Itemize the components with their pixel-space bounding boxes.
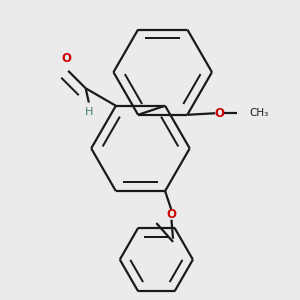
Text: H: H: [85, 107, 93, 117]
Text: O: O: [214, 107, 224, 120]
Text: O: O: [61, 52, 72, 65]
Text: CH₃: CH₃: [249, 108, 268, 118]
Text: O: O: [167, 208, 176, 221]
